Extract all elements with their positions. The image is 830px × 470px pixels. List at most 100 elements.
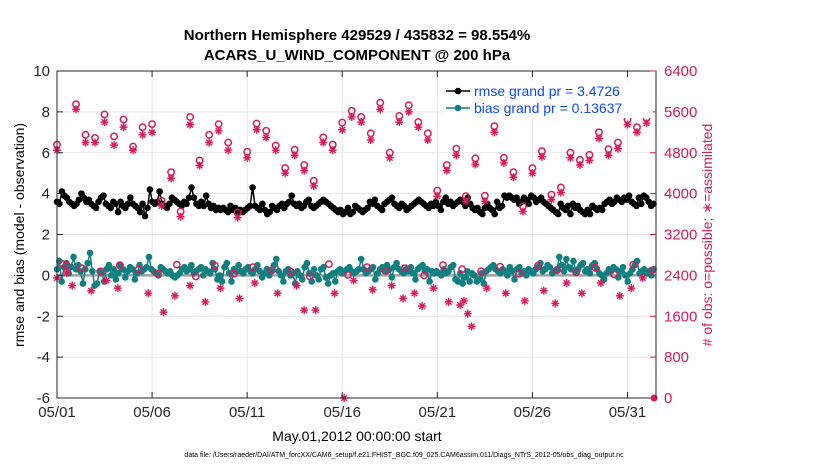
obs-assimilated-marker-stroke xyxy=(251,279,259,287)
obs-assimilated-marker-stroke xyxy=(460,297,468,305)
obs-assimilated-marker xyxy=(338,125,347,134)
rmse-point xyxy=(625,192,633,199)
obs-assimilated-marker xyxy=(623,120,632,129)
obs-assimilated-marker xyxy=(444,297,453,306)
obs-assimilated-marker xyxy=(214,126,223,135)
bias-point xyxy=(280,278,287,285)
bias-point xyxy=(122,274,129,281)
bias-point xyxy=(461,274,469,281)
obs-assimilated-marker xyxy=(81,138,90,147)
y-right-tick-label: 5600 xyxy=(664,104,697,121)
obs-assimilated-marker-stroke xyxy=(540,287,548,294)
obs-assimilated-marker-stroke xyxy=(202,298,209,306)
x-tick-label: 05/21 xyxy=(419,404,457,421)
bias-point xyxy=(560,267,568,275)
obs-assimilated-marker xyxy=(250,279,259,288)
obs-possible-marker xyxy=(572,268,581,277)
obs-assimilated-marker xyxy=(642,119,651,128)
obs-assimilated-marker xyxy=(157,201,166,210)
y-left-tick-label: -6 xyxy=(37,390,50,407)
obs-assimilated-marker-stroke xyxy=(597,279,605,287)
rmse-point xyxy=(586,210,594,218)
rmse-point xyxy=(188,184,195,191)
obs-assimilated-marker xyxy=(499,158,508,167)
bias-point xyxy=(357,255,365,263)
obs-assimilated-marker xyxy=(418,302,427,311)
obs-possible-marker xyxy=(205,130,214,139)
obs-assimilated-marker xyxy=(252,125,261,134)
bias-point xyxy=(570,257,577,265)
obs-possible-marker xyxy=(267,266,276,275)
obs-assimilated-marker-stroke xyxy=(312,306,319,314)
obs-assimilated-marker xyxy=(176,212,185,221)
bias-point xyxy=(388,274,396,281)
bias-point xyxy=(409,270,417,277)
bias-point xyxy=(515,263,523,271)
obs-assimilated-marker-stroke xyxy=(293,282,300,289)
obs-assimilated-marker xyxy=(604,151,613,160)
obs-possible-marker xyxy=(172,260,181,269)
obs-assimilated-marker-stroke xyxy=(529,169,536,177)
y-axis-label-left: rmse and bias (model - observation) xyxy=(11,123,27,347)
obs-assimilated-marker-stroke xyxy=(310,182,318,190)
obs-assimilated-marker-stroke xyxy=(464,310,472,317)
obs-possible-marker xyxy=(420,271,428,280)
obs-assimilated-marker xyxy=(490,128,499,137)
obs-assimilated-marker xyxy=(509,173,518,182)
obs-assimilated-marker-stroke xyxy=(114,284,122,292)
obs-assimilated-marker xyxy=(556,188,565,197)
obs-assimilated-marker xyxy=(368,285,377,294)
rmse-point xyxy=(266,208,274,216)
obs-assimilated-marker-stroke xyxy=(300,306,308,314)
obs-assimilated-marker-stroke xyxy=(148,129,156,136)
obs-possible-marker xyxy=(591,263,600,272)
rmse-point xyxy=(127,194,134,202)
obs-assimilated-marker xyxy=(547,195,556,204)
obs-assimilated-marker xyxy=(615,291,624,300)
obs-assimilated-marker-stroke xyxy=(87,287,95,294)
obs-possible-marker xyxy=(96,267,105,276)
rmse-point xyxy=(442,194,450,202)
obs-possible-marker xyxy=(363,263,371,272)
obs-assimilated-marker xyxy=(385,153,394,162)
obs-possible-marker xyxy=(553,266,562,275)
obs-assimilated-marker-stroke xyxy=(483,284,491,292)
obs-assimilated-marker xyxy=(311,306,320,315)
bias-point xyxy=(475,276,483,283)
bias-point xyxy=(504,272,511,279)
y-right-tick-label: 3200 xyxy=(664,227,697,244)
y-left-tick-label: 4 xyxy=(42,186,50,203)
obs-possible-marker xyxy=(148,120,157,129)
y-left-tick-label: 2 xyxy=(42,227,50,244)
rmse-point xyxy=(513,194,520,202)
bias-point xyxy=(112,276,120,283)
obs-assimilated-marker xyxy=(596,279,605,288)
obs-assimilated-marker xyxy=(566,153,575,162)
bias-point xyxy=(58,278,66,285)
obs-assimilated-marker-stroke xyxy=(445,298,453,306)
obs-assimilated-marker-stroke xyxy=(430,284,437,292)
bias-point xyxy=(228,278,235,285)
obs-assimilated-marker xyxy=(501,289,510,298)
rmse-point xyxy=(567,210,574,218)
rmse-point xyxy=(100,192,107,199)
obs-assimilated-marker-stroke xyxy=(357,118,365,126)
rmse-point xyxy=(256,206,264,214)
obs-assimilated-marker-stroke xyxy=(144,289,152,297)
obs-assimilated-marker xyxy=(459,296,468,305)
legend-marker xyxy=(454,87,462,95)
obs-assimilated-marker-stroke xyxy=(399,295,407,302)
obs-assimilated-marker-stroke xyxy=(551,300,559,307)
y-right-tick-label: 800 xyxy=(664,349,689,366)
rmse-point xyxy=(246,202,254,210)
obs-assimilated-marker xyxy=(87,286,96,295)
bias-point xyxy=(369,263,377,271)
bias-point xyxy=(320,263,327,271)
bias-point xyxy=(131,276,139,283)
bias-point xyxy=(273,255,280,263)
obs-assimilated-marker xyxy=(376,105,385,114)
obs-assimilated-marker xyxy=(319,138,328,147)
x-tick-label: 05/11 xyxy=(229,404,265,421)
obs-possible-marker xyxy=(186,113,195,121)
obs-possible-marker xyxy=(401,264,409,273)
